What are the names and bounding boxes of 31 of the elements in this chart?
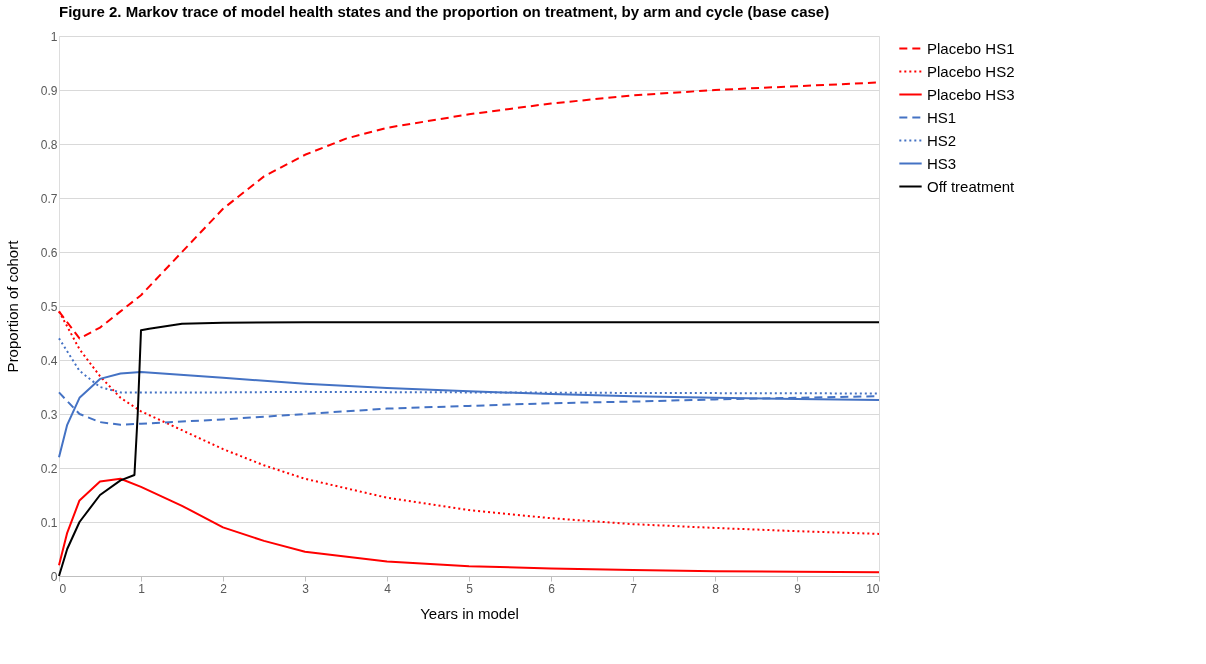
x-tick-label: 9 bbox=[794, 581, 802, 596]
y-tick-label: 0.2 bbox=[40, 461, 58, 476]
y-tick-label: 0 bbox=[50, 569, 58, 584]
x-tick-label: 3 bbox=[302, 581, 310, 596]
legend-label: HS1 bbox=[927, 108, 957, 126]
x-tick-label: 10 bbox=[866, 581, 880, 596]
x-tick-label: 2 bbox=[220, 581, 228, 596]
legend-label: Placebo HS1 bbox=[927, 39, 1015, 57]
y-tick-label: 0.4 bbox=[40, 353, 58, 368]
y-axis-title: Proportion of cohort bbox=[3, 239, 21, 373]
x-tick-label: 8 bbox=[712, 581, 720, 596]
y-tick-label: 0.1 bbox=[40, 515, 58, 530]
x-axis-title: Years in model bbox=[420, 604, 519, 622]
legend-label: Placebo HS3 bbox=[927, 85, 1015, 103]
y-tick-label: 0.6 bbox=[40, 245, 58, 260]
y-tick-label: 0.5 bbox=[40, 299, 58, 314]
legend-label: HS3 bbox=[927, 154, 957, 172]
x-tick-label: 1 bbox=[138, 581, 146, 596]
y-tick-label: 1 bbox=[50, 29, 58, 44]
y-tick-label: 0.9 bbox=[40, 83, 58, 98]
legend-label: Off treatment bbox=[927, 177, 1016, 195]
legend-label: HS2 bbox=[927, 131, 957, 149]
y-tick-label: 0.3 bbox=[40, 407, 58, 422]
y-tick-label: 0.7 bbox=[40, 191, 58, 206]
legend-label: Placebo HS2 bbox=[927, 62, 1015, 80]
chart-title: Figure 2. Markov trace of model health states and the proportion on treatment, by arm and cycle (base case) bbox=[59, 3, 830, 20]
x-tick-label: 4 bbox=[384, 581, 392, 596]
x-tick-label: 6 bbox=[548, 581, 556, 596]
y-tick-label: 0.8 bbox=[40, 137, 58, 152]
x-tick-label: 5 bbox=[466, 581, 474, 596]
x-tick-label: 7 bbox=[630, 581, 638, 596]
